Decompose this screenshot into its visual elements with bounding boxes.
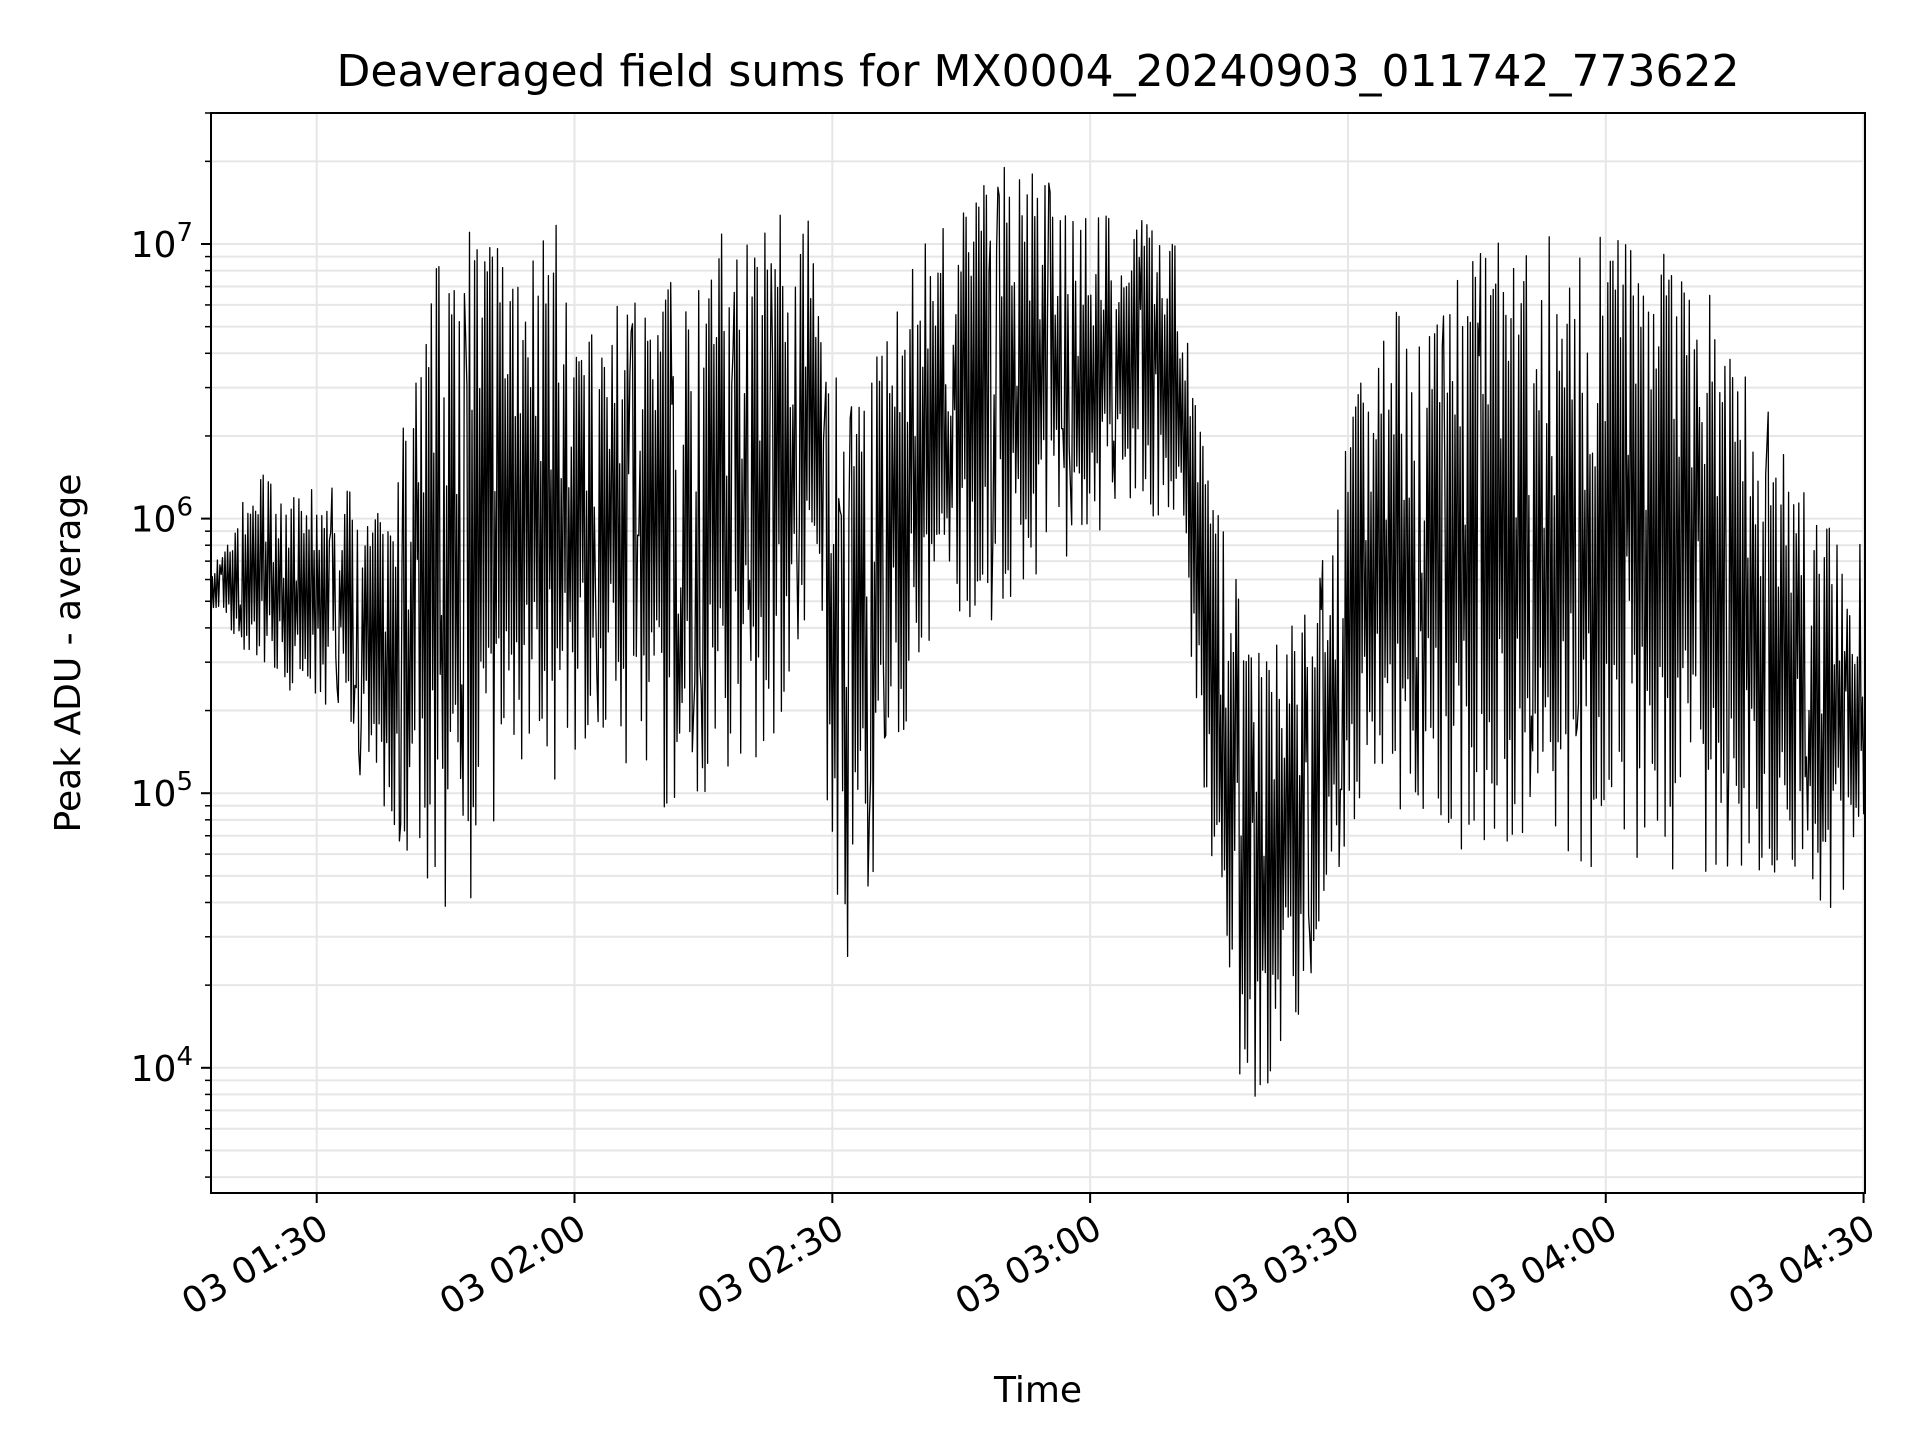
y-axis-label: Peak ADU - average [48,474,89,833]
y-tick-label: 104 [131,1042,193,1090]
plot-frame [210,112,1866,1194]
chart-title: Deaveraged field sums for MX0004_2024090… [337,46,1740,97]
series-line [210,166,1866,1097]
series-group [210,166,1866,1097]
y-tick-label: 105 [131,767,193,815]
y-axis-ticks: 104 105 106 107 [131,112,211,1178]
y-tick-label: 107 [131,218,193,266]
x-axis-label: Time [993,1370,1082,1411]
y-tick-label: 106 [131,493,193,541]
